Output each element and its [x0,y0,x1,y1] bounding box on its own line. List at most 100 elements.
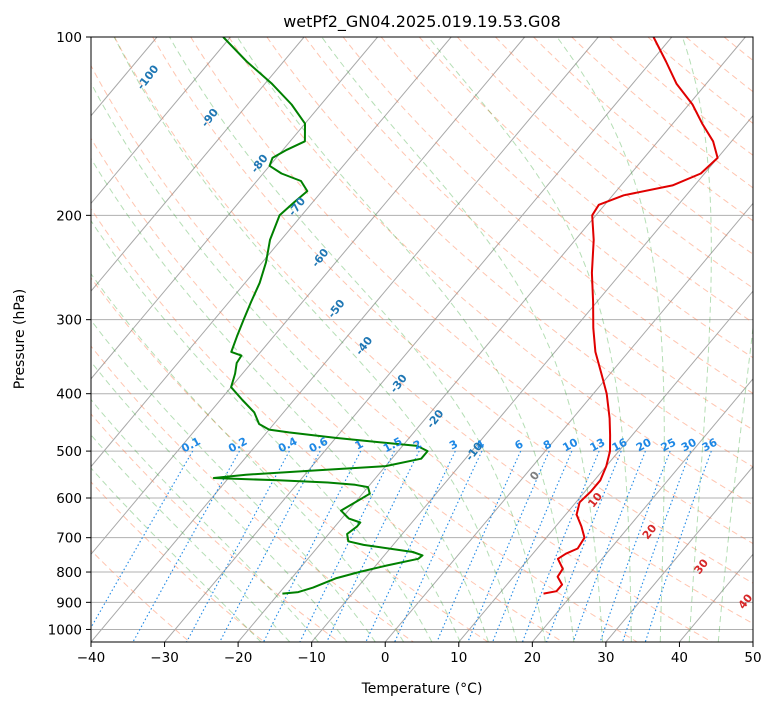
isotherm-gridline [458,290,753,642]
dry-adiabat [91,277,489,642]
dry-adiabat [91,481,265,642]
x-tick-label: 0 [381,650,390,666]
dry-adiabat [685,37,753,93]
dry-adiabat [190,37,753,545]
mixing-ratio-line [91,450,194,629]
isotherm-gridline [531,378,753,642]
dry-adiabat [723,37,753,62]
moist-adiabat-label: -20 [424,407,447,431]
moist-adiabat-label: -100 [134,62,161,92]
mixing-ratio-label: 2 [411,437,424,452]
y-tick-label: 700 [56,531,82,547]
moist-adiabat [321,37,604,642]
mixing-ratio-line [492,450,573,642]
moist-adiabat-label: -80 [248,152,271,176]
dry-adiabat [91,207,563,642]
moist-adiabat-label: 20 [640,522,660,542]
isotherm-gridline [237,37,746,642]
moist-adiabat [91,434,291,642]
moist-adiabat [556,37,665,642]
mixing-ratio-line [644,450,712,642]
dry-adiabat [114,37,753,625]
y-tick-label: 800 [56,565,82,581]
x-tick-label: 10 [450,650,467,666]
series-layer [212,37,719,595]
mixing-ratio-line [572,450,646,642]
mixing-ratio-label: 13 [588,436,608,455]
mixing-ratio-line [436,450,522,642]
y-tick-label: 400 [56,387,82,403]
x-tick-label: 20 [524,650,541,666]
temperature-profile-line [543,37,719,595]
x-tick-label: 50 [744,650,761,666]
mixing-ratio-label: 30 [679,436,699,455]
mixing-ratio-label: 36 [700,436,720,455]
y-axis-label: Pressure (hPa) [12,289,28,389]
mixing-ratio-line [521,450,600,642]
x-tick-label: 40 [671,650,688,666]
dry-adiabat [304,37,753,431]
dry-adiabat [762,37,775,642]
isotherm-gridline [91,37,305,292]
mixing-ratio-line [299,450,395,642]
moist-adiabat-label: -90 [199,106,222,130]
isotherm-gridline [164,37,673,642]
dry-adiabat [609,37,753,156]
x-axis-label: Temperature (°C) [361,681,483,697]
mixing-ratio-line [599,450,671,642]
dry-adiabat [91,413,340,642]
mixing-ratio-line [365,450,456,642]
dry-adiabat [418,37,753,324]
isotherm-gridline [384,202,753,642]
y-tick-label: 300 [56,313,82,329]
dry-adiabat [91,64,713,642]
moist-adiabat [681,37,712,642]
moist-adiabat [91,467,262,642]
dry-adiabat [228,37,753,506]
dry-adiabat [91,549,191,642]
mixing-ratio-line [622,450,692,642]
moist-adiabat [91,219,433,642]
mixing-ratio-label: 6 [513,437,526,452]
dry-adiabat [647,37,753,124]
moist-adiabat-label: -30 [387,372,410,396]
mixing-ratio-label: 25 [659,436,679,455]
moist-adiabat [113,37,518,642]
mixing-ratio-line [546,450,622,642]
mixing-ratio-line [263,450,362,642]
moist-adiabat [91,82,489,642]
mixing-ratio-label: 0.2 [226,435,249,456]
y-axis: 100 200 300 400 500 600 700 800 900 1000 [48,30,91,638]
mixing-ratio-label: 20 [634,436,654,455]
isotherm-gridline [752,641,753,642]
moist-adiabat [236,37,575,642]
moist-adiabat [91,319,376,642]
mixing-ratio-line [186,450,290,642]
dry-adiabat [495,37,753,255]
dry-adiabat [266,37,753,468]
dry-adiabat [152,37,753,584]
moist-adiabat [169,37,546,642]
mixing-ratio-label: 3 [447,437,460,452]
moist-adiabat [427,37,632,642]
y-tick-label: 900 [56,595,82,611]
x-tick-label: −10 [297,650,326,666]
isotherm-gridline [605,465,753,642]
isotherm-gridline [311,114,753,642]
dry-adiabat [571,37,753,189]
isotherm-gridline [91,37,378,380]
moist-adiabat [91,398,319,642]
x-tick-label: −30 [150,650,179,666]
moist-adiabat [717,323,753,642]
x-tick-label: 30 [597,650,614,666]
plot-frame [90,36,754,643]
moist-adiabat-label: -60 [309,246,332,270]
mixing-ratio-line [394,450,483,642]
moist-adiabat-label: -40 [353,334,376,358]
isotherm-gridline [91,37,452,468]
mixing-ratio-label: 0.4 [276,435,300,456]
moist-adiabat [91,157,461,642]
x-axis: −40 −30 −20 −10 0 10 20 30 40 50 [77,642,762,666]
mixing-ratio-label: 16 [610,436,630,455]
isotherm-gridline [0,37,10,642]
